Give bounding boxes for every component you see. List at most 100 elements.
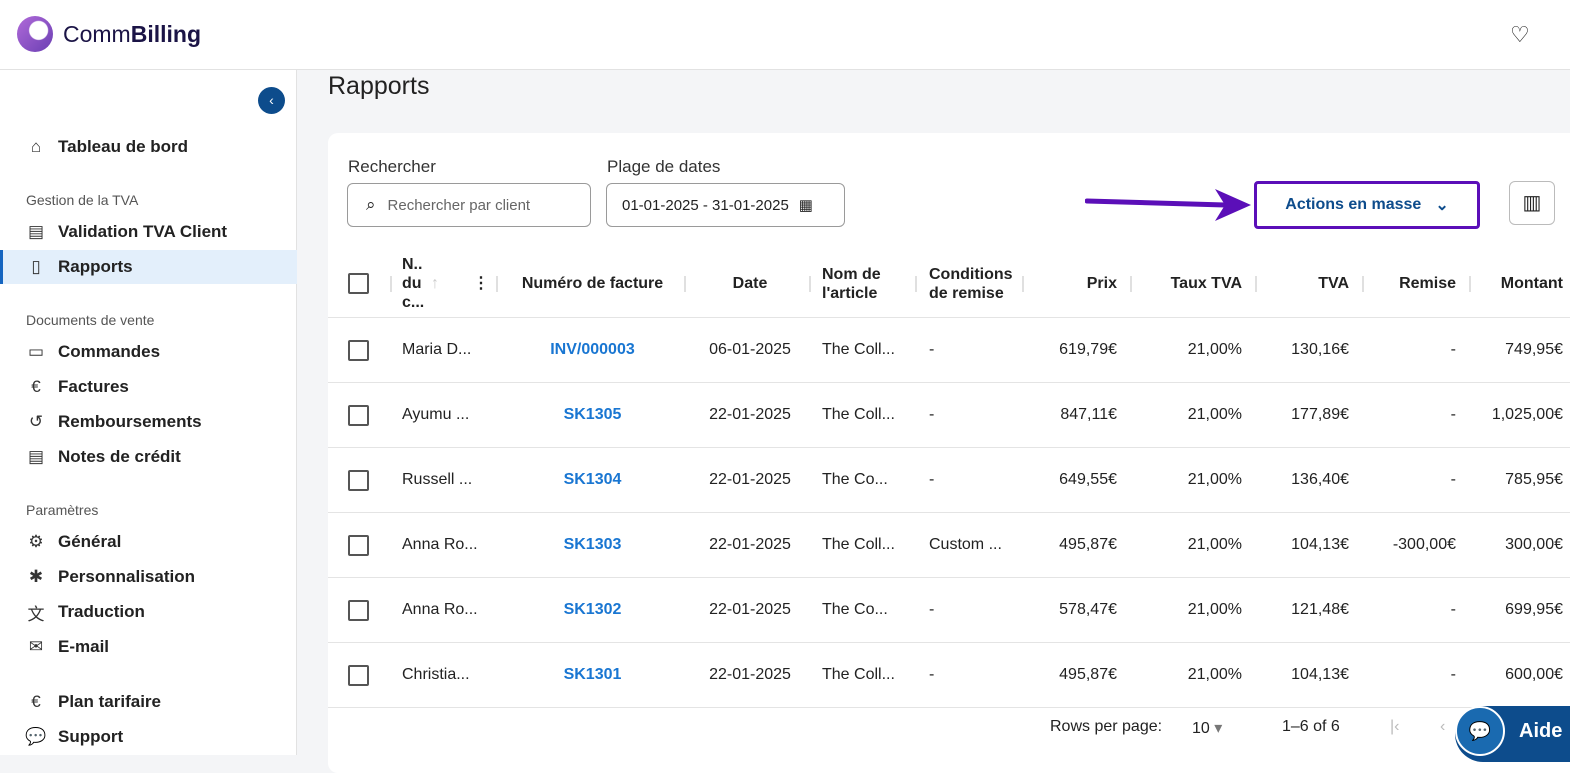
logo[interactable]: CommBilling	[17, 16, 201, 52]
label: E-mail	[58, 637, 110, 656]
header-conditions[interactable]: Conditions de remise	[929, 265, 1013, 302]
sidebar-item-support[interactable]: 💬 Support	[0, 720, 297, 754]
rows-per-page-select[interactable]: 10 ▾	[1192, 718, 1222, 738]
cell-amount: 300,00€	[1505, 536, 1563, 553]
columns-button[interactable]: ▥	[1509, 181, 1555, 225]
sidebar-item-notes[interactable]: ▤ Notes de crédit	[0, 440, 297, 474]
sidebar-item-general[interactable]: ⚙ Général	[0, 525, 297, 559]
cell-date: 22-01-2025	[709, 601, 791, 618]
cell-invoice[interactable]: SK1303	[563, 536, 622, 553]
row-checkbox[interactable]	[348, 534, 369, 556]
label: Remboursements	[58, 412, 202, 431]
column-menu-icon[interactable]: ⋮	[473, 275, 489, 292]
euro-doc-icon: €	[31, 377, 41, 396]
top-bar: CommBilling ♡	[0, 0, 1570, 70]
cell-amount: 785,95€	[1505, 471, 1563, 488]
cell-invoice[interactable]: SK1301	[563, 666, 622, 683]
cell-vat: 104,13€	[1291, 666, 1349, 683]
page-title: Rapports	[328, 72, 430, 100]
first-page-icon[interactable]: |‹	[1390, 718, 1400, 735]
cell-conditions: -	[929, 666, 935, 683]
header-vat[interactable]: TVA	[1318, 275, 1349, 292]
bulk-actions-button[interactable]: Actions en masse ⌄	[1254, 181, 1480, 229]
cell-vat-rate: 21,00%	[1187, 341, 1242, 358]
header-price[interactable]: Prix	[1086, 275, 1117, 292]
header-customer[interactable]: N.. du c...	[402, 256, 425, 311]
header-vat-rate[interactable]: Taux TVA	[1170, 275, 1242, 292]
sidebar-item-validation[interactable]: ▤ Validation TVA Client	[0, 215, 297, 249]
cell-vat: 136,40€	[1291, 471, 1349, 488]
row-checkbox[interactable]	[348, 599, 369, 621]
sidebar-item-commandes[interactable]: ▭ Commandes	[0, 335, 297, 369]
cell-invoice[interactable]: SK1305	[563, 406, 622, 423]
sidebar-item-dashboard[interactable]: ⌂ Tableau de bord	[0, 130, 297, 164]
date-label: Plage de dates	[607, 157, 721, 176]
sidebar-item-traduction[interactable]: 文 Traduction	[0, 595, 297, 629]
search-icon: ⌕	[366, 195, 376, 214]
header-article[interactable]: Nom de l'article	[822, 265, 881, 302]
sort-arrow-icon[interactable]: ↑	[431, 275, 439, 292]
cell-price: 649,55€	[1059, 471, 1117, 488]
table-row[interactable]: Maria D... INV/000003 06-01-2025 The Coll..…	[328, 318, 1570, 383]
date-range-input[interactable]: 01-01-2025 - 31-01-2025 ▦	[606, 183, 845, 227]
sidebar-item-factures[interactable]: € Factures	[0, 370, 297, 404]
section-tva: Gestion de la TVA	[26, 192, 139, 208]
cell-invoice[interactable]: SK1304	[563, 471, 622, 488]
label: Validation TVA Client	[58, 222, 228, 241]
cell-vat-rate: 21,00%	[1187, 536, 1242, 553]
select-all-checkbox[interactable]	[348, 273, 369, 294]
row-checkbox[interactable]	[348, 404, 369, 426]
sidebar-item-remboursements[interactable]: ↺ Remboursements	[0, 405, 297, 439]
header-amount[interactable]: Montant	[1500, 275, 1563, 292]
help-label: Aide	[1519, 720, 1563, 742]
home-icon: ⌂	[30, 137, 42, 156]
cell-article: The Coll...	[822, 536, 895, 553]
sidebar-item-email[interactable]: ✉ E-mail	[0, 630, 297, 664]
cell-conditions: -	[929, 471, 935, 488]
table-row[interactable]: Anna Ro... SK1302 22-01-2025 The Co... - 578,…	[328, 578, 1570, 643]
cell-invoice[interactable]: INV/000003	[550, 341, 635, 358]
page-range: 1–6 of 6	[1282, 718, 1340, 735]
search-input[interactable]: ⌕ Rechercher par client	[347, 183, 591, 227]
cell-date: 22-01-2025	[709, 666, 791, 683]
cell-amount: 749,95€	[1505, 341, 1563, 358]
inbox-icon: ▭	[27, 342, 45, 361]
sidebar-item-plan[interactable]: € Plan tarifaire	[0, 685, 297, 719]
heart-icon[interactable]: ♡	[1510, 22, 1530, 47]
row-checkbox[interactable]	[348, 469, 369, 491]
table-row[interactable]: Ayumu ... SK1305 22-01-2025 The Coll... - 847…	[328, 383, 1570, 448]
table-header: N.. du c... ↑ ⋮ Numéro de facture Date Nom…	[328, 250, 1570, 318]
cell-customer: Russell ...	[402, 471, 473, 488]
logo-text-bold: Billing	[130, 20, 202, 47]
receipt-percent-icon: ▤	[27, 222, 45, 241]
table-row[interactable]: Russell ... SK1304 22-01-2025 The Co... - 649…	[328, 448, 1570, 513]
sidebar-item-rapports[interactable]: ▯ Rapports	[0, 250, 297, 284]
table-row[interactable]: Christia... SK1301 22-01-2025 The Coll... - 4…	[328, 643, 1570, 708]
cell-date: 06-01-2025	[709, 341, 791, 358]
sidebar-item-perso[interactable]: ✱ Personnalisation	[0, 560, 297, 594]
cell-article: The Co...	[822, 601, 888, 618]
logo-mark-icon	[17, 16, 53, 52]
columns-icon: ▥	[1522, 192, 1542, 214]
search-placeholder: Rechercher par client	[387, 196, 531, 214]
table-row[interactable]: Anna Ro... SK1303 22-01-2025 The Coll... Cus…	[328, 513, 1570, 578]
notes-icon: ▤	[27, 447, 45, 466]
prev-page-icon[interactable]: ‹	[1440, 718, 1446, 735]
bulk-actions-label: Actions en masse	[1285, 196, 1422, 213]
cell-discount: -	[1450, 406, 1456, 423]
row-checkbox[interactable]	[348, 664, 369, 686]
translate-icon: 文	[27, 604, 45, 624]
label: Plan tarifaire	[58, 692, 161, 711]
date-range-value: 01-01-2025 - 31-01-2025	[622, 196, 789, 214]
row-checkbox[interactable]	[348, 339, 369, 361]
mail-settings-icon: ✉	[28, 637, 44, 656]
header-date[interactable]: Date	[732, 275, 768, 292]
cell-customer: Anna Ro...	[402, 536, 478, 553]
help-button[interactable]: 💬 Aide	[1455, 706, 1570, 762]
collapse-sidebar-button[interactable]: ‹	[258, 87, 285, 114]
cell-invoice[interactable]: SK1302	[563, 601, 622, 618]
header-discount[interactable]: Remise	[1399, 275, 1456, 292]
header-invoice[interactable]: Numéro de facture	[521, 275, 664, 292]
rows-per-page-value: 10	[1192, 720, 1210, 737]
euro-circle-icon: €	[31, 692, 41, 711]
